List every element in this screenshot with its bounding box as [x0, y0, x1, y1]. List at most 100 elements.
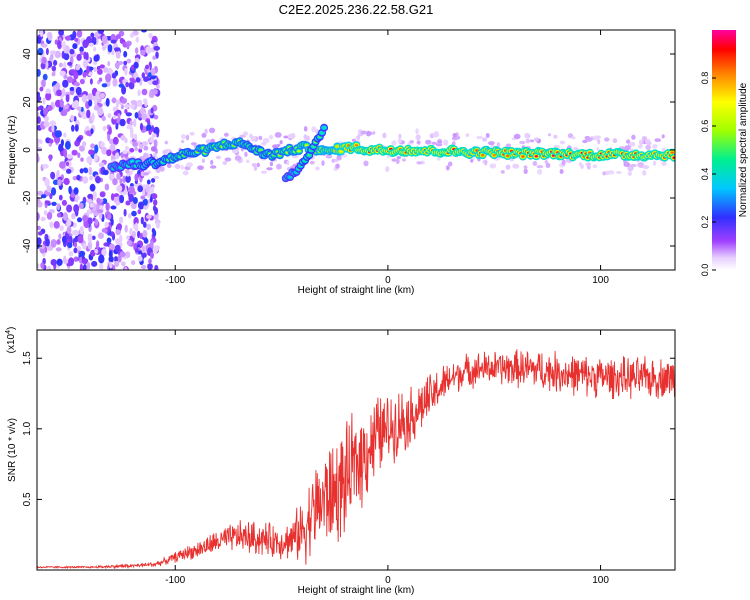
noise-point [60, 110, 67, 117]
noise-point [153, 139, 158, 148]
noise-point [73, 116, 77, 122]
noise-point [115, 228, 121, 236]
noise-point [66, 154, 73, 159]
noise-point [71, 124, 75, 132]
noise-point [110, 218, 114, 226]
noise-point [80, 106, 84, 112]
noise-point [69, 48, 75, 55]
spectrogram-y-tick-label: 20 [22, 96, 33, 108]
noise-point [124, 67, 128, 76]
noise-point [143, 221, 147, 228]
noise-point [148, 258, 152, 264]
noise-point [72, 30, 77, 39]
noise-point [37, 212, 40, 221]
noise-point [90, 128, 94, 135]
noise-point [66, 204, 73, 213]
noise-point [536, 165, 544, 169]
noise-point [415, 128, 419, 135]
noise-point [75, 64, 81, 71]
noise-point [56, 89, 63, 97]
noise-point [534, 137, 539, 142]
noise-point [103, 66, 108, 73]
spectrogram-x-axis-label: Height of straight line (km) [298, 285, 415, 296]
colorbar-label: Normalized spectral amplitude [738, 82, 749, 217]
noise-point [40, 40, 45, 45]
noise-point [110, 205, 117, 210]
spectrogram-y-tick-label: -20 [22, 190, 33, 205]
noise-point [97, 68, 103, 75]
noise-point [139, 232, 143, 240]
noise-point [61, 87, 66, 97]
track-core [480, 154, 485, 157]
noise-point [54, 39, 58, 45]
noise-point [596, 147, 600, 152]
noise-point [66, 218, 72, 227]
noise-point [102, 45, 106, 51]
track-core [670, 151, 674, 154]
noise-point [124, 224, 128, 233]
noise-point [180, 139, 185, 144]
noise-point [274, 132, 282, 138]
noise-point [107, 132, 111, 142]
noise-point [95, 240, 100, 250]
noise-point [121, 97, 127, 104]
noise-point [74, 197, 79, 203]
noise-point [75, 86, 82, 96]
noise-point [125, 112, 132, 117]
noise-point [51, 201, 57, 206]
noise-point [99, 92, 105, 99]
noise-point [559, 140, 566, 145]
noise-point [356, 135, 361, 141]
noise-point [73, 82, 81, 87]
noise-point [37, 106, 41, 111]
noise-point [333, 158, 339, 163]
noise-point [166, 163, 172, 169]
noise-point [452, 133, 457, 138]
noise-point [146, 124, 152, 131]
noise-point [86, 65, 90, 75]
noise-point [249, 133, 253, 139]
noise-point [416, 140, 421, 145]
noise-point [89, 78, 93, 85]
noise-point [210, 159, 214, 165]
noise-point [37, 142, 40, 148]
noise-point [81, 94, 88, 103]
noise-point [209, 127, 216, 134]
noise-point [107, 61, 111, 67]
noise-point [523, 168, 528, 174]
noise-point [547, 133, 552, 137]
track-core [320, 131, 324, 134]
noise-point [73, 204, 80, 213]
noise-point [385, 166, 390, 173]
noise-point [131, 260, 136, 266]
noise-point [45, 88, 51, 94]
noise-point [142, 188, 145, 197]
noise-point [525, 138, 530, 144]
track-core [130, 160, 135, 163]
noise-point [128, 185, 135, 194]
noise-point [201, 158, 205, 163]
noise-point [85, 130, 91, 136]
noise-point [325, 154, 333, 159]
noise-point [61, 199, 67, 206]
noise-point [79, 78, 85, 85]
noise-point [425, 139, 432, 145]
noise-point [119, 118, 126, 127]
noise-point [579, 162, 583, 167]
noise-point [149, 75, 157, 80]
noise-point [114, 61, 120, 69]
noise-point [42, 163, 49, 169]
noise-point [258, 135, 263, 141]
noise-point [87, 93, 93, 102]
noise-point [141, 88, 148, 96]
noise-point [133, 133, 138, 141]
noise-point [88, 42, 95, 47]
noise-point [143, 172, 150, 176]
noise-point [106, 213, 112, 220]
noise-point [482, 137, 488, 142]
noise-point [37, 153, 40, 163]
noise-point [631, 134, 636, 140]
noise-point [82, 215, 89, 223]
spectrogram-x-ticks: -100 0 100 [165, 30, 609, 286]
noise-point [62, 212, 68, 221]
